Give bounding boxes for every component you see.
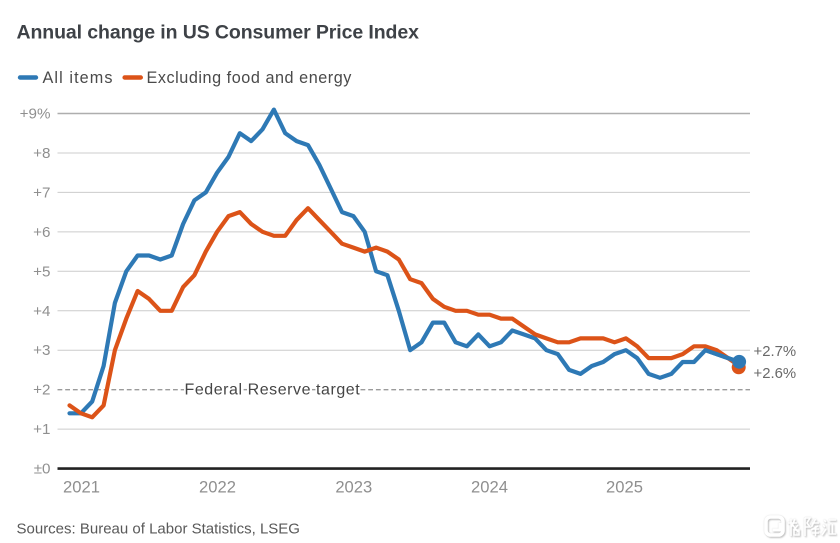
svg-text:2022: 2022 (199, 478, 236, 497)
svg-text:+2.7%: +2.7% (754, 344, 797, 360)
svg-text:Annual change in US Consumer P: Annual change in US Consumer Price Index (17, 22, 420, 44)
svg-text:Federal Reserve target: Federal Reserve target (185, 382, 361, 399)
svg-text:+3: +3 (33, 342, 50, 359)
svg-text:Sources: Bureau of Labor Stati: Sources: Bureau of Labor Statistics, LSE… (17, 521, 300, 538)
svg-text:2024: 2024 (471, 478, 508, 497)
svg-text:+9%: +9% (20, 106, 51, 123)
svg-text:+6: +6 (33, 224, 50, 241)
svg-text:2025: 2025 (606, 478, 643, 497)
svg-text:+7: +7 (33, 184, 50, 201)
svg-text:2023: 2023 (335, 478, 372, 497)
svg-text:+4: +4 (33, 303, 50, 320)
svg-text:+2: +2 (33, 382, 50, 399)
svg-text:Excluding food and energy: Excluding food and energy (147, 69, 353, 87)
svg-text:All items: All items (43, 69, 114, 87)
svg-text:+1: +1 (33, 421, 50, 438)
svg-text:+5: +5 (33, 263, 50, 280)
svg-text:2021: 2021 (63, 478, 100, 497)
svg-text:+2.6%: +2.6% (754, 366, 797, 382)
svg-text:±0: ±0 (34, 461, 51, 478)
svg-text:+8: +8 (33, 145, 50, 162)
